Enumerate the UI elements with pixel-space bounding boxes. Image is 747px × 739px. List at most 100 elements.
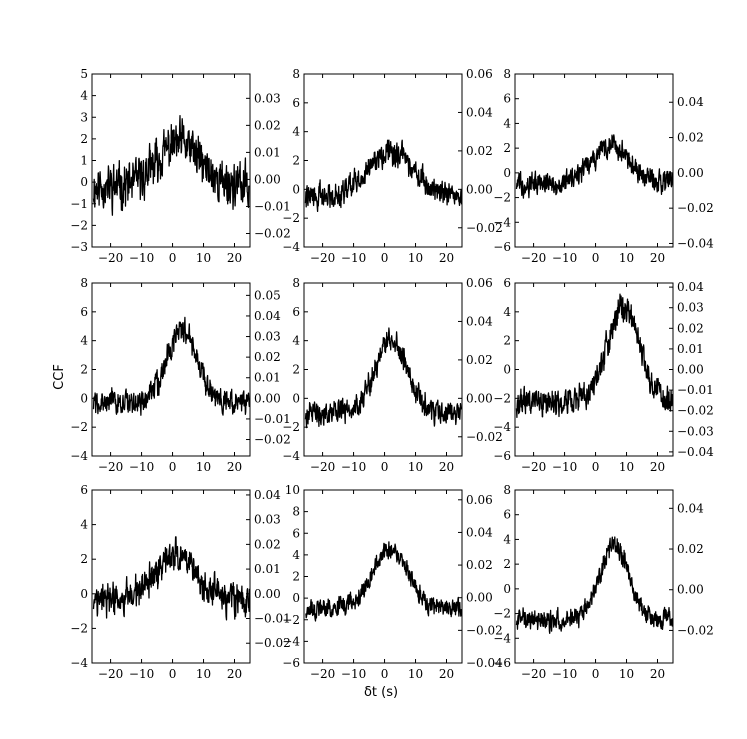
y-tick-label: 6	[292, 96, 300, 110]
y-tick-label: −4	[282, 240, 300, 254]
x-tick-label: 0	[169, 667, 177, 681]
x-tick-label: −10	[552, 251, 577, 265]
x-tick-label: 10	[408, 460, 423, 474]
subplot-7: −20 −10 0 10 20−4−20246−0.02−0.010.000.010.0…	[70, 483, 290, 681]
y2-tick-label: 0.03	[254, 330, 281, 344]
subplot-3: −20 −10 0 10 20−6−4−202468−0.04−0.020.000.02…	[493, 67, 714, 265]
y-tick-label: 2	[292, 570, 300, 584]
y-tick-label: 0	[503, 582, 511, 596]
y-tick-label: 6	[292, 526, 300, 540]
y2-tick-label: 0.01	[677, 342, 704, 356]
ccf-series-line	[515, 134, 673, 199]
x-tick-label: −10	[129, 667, 154, 681]
x-tick-label: −10	[552, 667, 577, 681]
y2-tick-label: 0.00	[677, 363, 704, 377]
y-tick-label: 4	[80, 89, 88, 103]
x-tick-label: 10	[196, 460, 211, 474]
ccf-series-line	[92, 536, 251, 621]
x-tick-label: −20	[521, 667, 546, 681]
y-tick-label: 2	[503, 334, 511, 348]
y-tick-label: 6	[503, 92, 511, 106]
x-tick-label: −20	[521, 460, 546, 474]
y-tick-label: 3	[80, 110, 88, 124]
y-tick-label: −2	[282, 211, 300, 225]
y-tick-label: −4	[493, 420, 511, 434]
x-tick-label: −10	[341, 460, 366, 474]
y2-tick-label: −0.04	[677, 445, 714, 459]
ccf-series-line	[92, 316, 251, 416]
y-tick-label: 0	[292, 591, 300, 605]
x-tick-label: −20	[98, 667, 123, 681]
y-tick-label: 2	[292, 363, 300, 377]
y2-tick-label: 0.00	[466, 391, 493, 405]
y2-tick-label: −0.04	[466, 656, 503, 670]
x-tick-label: 0	[381, 460, 389, 474]
y-tick-label: −2	[282, 420, 300, 434]
y-tick-label: 0	[503, 363, 511, 377]
subplot-grid: −20 −10 0 10 20−3−2−1012345−0.02−0.010.000.0…	[70, 67, 714, 681]
x-tick-label: −10	[341, 667, 366, 681]
x-tick-label: 20	[227, 251, 242, 265]
y2-tick-label: −0.02	[254, 636, 291, 650]
y2-tick-label: 0.00	[466, 182, 493, 196]
y-tick-label: 2	[503, 557, 511, 571]
y-tick-label: 1	[80, 154, 88, 168]
y2-tick-label: 0.04	[254, 488, 281, 502]
ccf-series-line	[305, 541, 463, 622]
y-tick-label: 8	[292, 67, 300, 81]
x-tick-label: 10	[619, 667, 634, 681]
y2-tick-label: 0.06	[466, 276, 493, 290]
y2-tick-label: −0.02	[466, 221, 503, 235]
y-tick-label: 4	[292, 548, 300, 562]
x-tick-label: 10	[196, 251, 211, 265]
x-tick-label: −10	[129, 251, 154, 265]
x-tick-label: 10	[196, 667, 211, 681]
y-tick-label: 6	[503, 276, 511, 290]
y-tick-label: −2	[70, 420, 88, 434]
y-tick-label: 0	[80, 391, 88, 405]
y-tick-label: −4	[282, 449, 300, 463]
x-tick-label: 10	[408, 251, 423, 265]
y2-tick-label: 0.06	[466, 67, 493, 81]
y-tick-label: 8	[80, 276, 88, 290]
y2-tick-label: 0.04	[466, 525, 493, 539]
y-tick-label: 6	[80, 483, 88, 497]
y-tick-label: −4	[70, 449, 88, 463]
x-tick-label: −20	[98, 251, 123, 265]
axes-frame	[91, 282, 251, 457]
y-tick-label: −4	[493, 631, 511, 645]
y2-tick-label: 0.02	[254, 350, 281, 364]
y2-tick-label: −0.01	[254, 612, 291, 626]
y2-tick-label: 0.02	[466, 558, 493, 572]
x-tick-label: −10	[341, 251, 366, 265]
x-tick-label: 20	[650, 667, 665, 681]
y2-tick-label: 0.04	[254, 309, 281, 323]
y-tick-label: 4	[503, 305, 511, 319]
y-tick-label: 8	[503, 67, 511, 81]
y2-tick-label: 0.06	[466, 493, 493, 507]
y-tick-label: 2	[292, 154, 300, 168]
y2-tick-label: −0.01	[254, 199, 291, 213]
x-tick-label: 20	[650, 460, 665, 474]
y-tick-label: 0	[80, 587, 88, 601]
y2-tick-label: 0.04	[677, 95, 704, 109]
y2-tick-label: 0.02	[254, 537, 281, 551]
subplot-5: −20 −10 0 10 20−4−202468−0.020.000.020.040.0…	[282, 276, 502, 474]
x-tick-label: 0	[592, 460, 600, 474]
y2-tick-label: 0.02	[677, 542, 704, 556]
y-tick-label: 2	[80, 552, 88, 566]
y2-tick-label: −0.02	[254, 433, 291, 447]
y-tick-label: 8	[292, 505, 300, 519]
y2-tick-label: 0.02	[254, 118, 281, 132]
y2-tick-label: −0.03	[677, 424, 714, 438]
y2-tick-label: 0.00	[466, 591, 493, 605]
axes-frame	[91, 489, 251, 664]
y-tick-label: 2	[503, 141, 511, 155]
y-tick-label: 4	[292, 125, 300, 139]
x-tick-label: 20	[227, 667, 242, 681]
y2-tick-label: 0.00	[254, 391, 281, 405]
y-tick-label: 10	[285, 483, 300, 497]
x-tick-label: 20	[439, 251, 454, 265]
